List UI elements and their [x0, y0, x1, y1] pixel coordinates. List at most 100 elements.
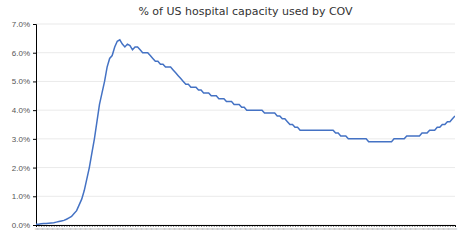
x-tick-mark	[328, 225, 329, 227]
x-tick-mark	[140, 225, 141, 227]
x-tick-mark	[247, 225, 248, 227]
x-tick-mark	[112, 225, 113, 227]
x-tick-mark	[64, 225, 65, 227]
x-tick-mark	[435, 225, 436, 227]
y-tick: 3.0%	[12, 135, 36, 144]
x-tick-mark	[331, 225, 332, 227]
y-tick-mark	[33, 24, 36, 25]
chart: 0.0% 1.0% 2.0% 3.0% 4.0% 5.0% 6.0% 7.0% ////////…	[0, 0, 467, 241]
x-tick-mark	[105, 225, 106, 227]
x-tick-mark	[361, 225, 362, 227]
x-tick-mark	[150, 225, 151, 227]
x-tick-mark	[343, 225, 344, 227]
x-tick-mark	[66, 225, 67, 227]
x-tick-mark	[437, 225, 438, 227]
x-tick-mark	[226, 225, 227, 227]
x-tick-mark	[376, 225, 377, 227]
x-tick-mark	[282, 225, 283, 227]
x-tick-mark	[214, 225, 215, 227]
y-tick-label: 7.0%	[12, 20, 30, 29]
x-tick-mark	[36, 225, 37, 227]
x-tick-mark	[341, 225, 342, 227]
x-tick-mark	[229, 225, 230, 227]
x-tick-mark	[130, 225, 131, 227]
x-tick-mark	[74, 225, 75, 227]
x-tick-mark	[298, 225, 299, 227]
x-tick-mark	[359, 225, 360, 227]
y-tick-label: 1.0%	[12, 192, 30, 201]
y-tick: 7.0%	[12, 20, 36, 29]
y-tick-mark	[33, 139, 36, 140]
x-tick-label: //	[454, 228, 458, 230]
x-tick-mark	[265, 225, 266, 227]
y-tick: 0.0%	[12, 221, 36, 230]
x-tick-mark	[44, 225, 45, 227]
x-tick-mark	[275, 225, 276, 227]
x-tick-mark	[191, 225, 192, 227]
x-tick-mark	[171, 225, 172, 227]
x-tick-mark	[325, 225, 326, 227]
y-tick-label: 3.0%	[12, 135, 30, 144]
x-tick-mark	[69, 225, 70, 227]
y-tick-mark	[33, 110, 36, 111]
x-tick-mark	[425, 225, 426, 227]
x-tick-mark	[336, 225, 337, 227]
x-tick-mark	[389, 225, 390, 227]
x-tick-mark	[178, 225, 179, 227]
x-tick-mark	[305, 225, 306, 227]
x-tick-mark	[369, 225, 370, 227]
x-axis: ////////////////////////////////////////…	[35, 225, 458, 230]
x-tick-mark	[234, 225, 235, 227]
y-tick-label: 6.0%	[12, 49, 30, 58]
x-tick-mark	[158, 225, 159, 227]
x-tick-mark	[252, 225, 253, 227]
x-tick-mark	[381, 225, 382, 227]
x-tick-mark	[267, 225, 268, 227]
x-tick-mark	[432, 225, 433, 227]
x-tick-mark	[262, 225, 263, 227]
x-tick-mark	[374, 225, 375, 227]
x-tick-mark	[427, 225, 428, 227]
y-tick-label: 2.0%	[12, 164, 30, 173]
x-tick-mark	[399, 225, 400, 227]
line	[36, 40, 455, 224]
x-tick-mark	[87, 225, 88, 227]
x-tick-mark	[333, 225, 334, 227]
x-tick-mark	[97, 225, 98, 227]
y-tick-mark	[33, 225, 36, 226]
x-tick-mark	[303, 225, 304, 227]
y-axis-line	[33, 25, 37, 226]
x-tick-mark	[209, 225, 210, 227]
x-axis-line	[37, 226, 456, 228]
x-tick-mark	[135, 225, 136, 227]
x-tick-mark	[77, 225, 78, 227]
x-tick-mark	[102, 225, 103, 227]
x-tick-mark	[127, 225, 128, 227]
x-tick-mark	[280, 225, 281, 227]
grid-line	[36, 24, 455, 25]
y-tick: 4.0%	[12, 106, 36, 115]
y-tick-label: 5.0%	[12, 77, 30, 86]
x-tick-mark	[386, 225, 387, 227]
x-tick-mark	[254, 225, 255, 227]
x-tick-mark	[430, 225, 431, 227]
y-axis: 0.0% 1.0% 2.0% 3.0% 4.0% 5.0% 6.0% 7.0%	[12, 20, 37, 230]
x-tick-mark	[46, 225, 47, 227]
x-tick-mark	[51, 225, 52, 227]
x-tick-mark	[183, 225, 184, 227]
x-tick-mark	[409, 225, 410, 227]
x-tick-mark	[201, 225, 202, 227]
x-tick-mark	[99, 225, 100, 227]
y-tick: 2.0%	[12, 164, 36, 173]
y-tick: 6.0%	[12, 49, 36, 58]
x-tick-mark	[272, 225, 273, 227]
x-tick-mark	[72, 225, 73, 227]
x-tick-mark	[445, 225, 446, 227]
grid-line	[36, 196, 455, 197]
x-tick-mark	[196, 225, 197, 227]
x-tick-mark	[173, 225, 174, 227]
x-tick-mark	[384, 225, 385, 227]
x-tick-mark	[237, 225, 238, 227]
x-tick-mark	[440, 225, 441, 227]
x-tick-mark	[364, 225, 365, 227]
